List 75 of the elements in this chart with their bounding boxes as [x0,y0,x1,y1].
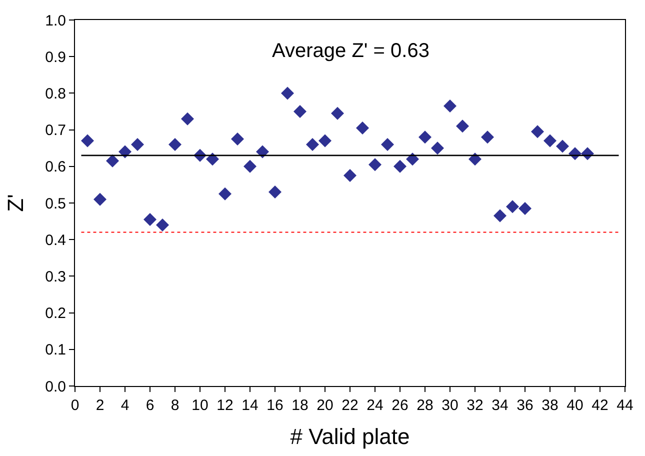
y-tick-label: 0.0 [45,378,66,396]
x-tick-label: 36 [516,397,534,414]
point [544,134,556,148]
point [231,132,244,146]
y-tick-label: 0.8 [45,85,66,102]
x-tick-label: 42 [592,397,608,414]
x-tick-label: 22 [342,397,358,414]
x-tick-label: 16 [266,397,284,414]
point [418,130,432,144]
point [394,160,406,173]
point [118,145,132,158]
x-tick-label: 30 [442,397,458,414]
point [131,138,144,151]
y-tick-label: 0.3 [45,268,66,286]
x-tick-label: 4 [120,397,130,414]
point [406,152,419,166]
y-axis-title: Z' [2,194,28,212]
x-axis-title: # Valid plate [290,424,410,449]
point [481,130,494,144]
y-tick-label: 0.6 [45,158,66,176]
y-tick-label: 0.9 [45,48,66,66]
x-tick-label: 26 [392,397,408,414]
point [368,158,382,172]
x-tick-label: 0 [70,397,80,414]
y-tick-label: 0.7 [45,122,66,140]
point [94,192,106,206]
point [556,140,569,153]
point [206,152,219,166]
x-tick-label: 14 [242,397,258,414]
x-tick-label: 2 [96,397,104,414]
point [518,202,532,215]
x-tick-label: 44 [616,397,634,414]
point [506,200,519,214]
point [306,138,319,151]
y-tick-label: 0.5 [45,195,66,212]
point [168,138,182,151]
point [156,218,169,232]
y-tick-label: 0.2 [45,305,66,322]
point [531,125,544,138]
y-tick-label: 0.4 [45,232,66,249]
x-tick-label: 6 [146,397,154,414]
x-tick-label: 40 [566,397,584,414]
point [294,105,306,118]
point [444,100,456,113]
x-tick-label: 10 [192,397,208,414]
point [431,142,444,155]
point [468,152,482,166]
x-tick-label: 38 [542,397,558,414]
point [268,186,282,199]
point [256,145,269,158]
ref-line-label: Average Z' = 0.63 [272,40,430,62]
x-tick-label: 20 [316,397,334,414]
point [356,121,369,134]
x-tick-label: 28 [416,397,434,414]
point [318,134,332,148]
y-tick-label: 1.0 [45,12,66,30]
x-tick-label: 34 [492,397,508,414]
point [81,134,94,148]
point [456,120,469,133]
y-tick-label: 0.1 [45,342,66,359]
x-tick-label: 32 [466,397,484,414]
point [344,169,356,182]
point [281,86,294,100]
x-tick-label: 8 [170,397,180,414]
point [144,212,156,226]
x-tick-label: 24 [366,397,384,414]
point [244,160,256,173]
x-tick-label: 12 [216,397,234,414]
point [181,112,194,126]
x-tick-label: 18 [292,397,308,414]
point [331,106,344,120]
point [218,187,232,200]
point [381,138,394,151]
point [494,209,506,222]
point [106,154,119,168]
